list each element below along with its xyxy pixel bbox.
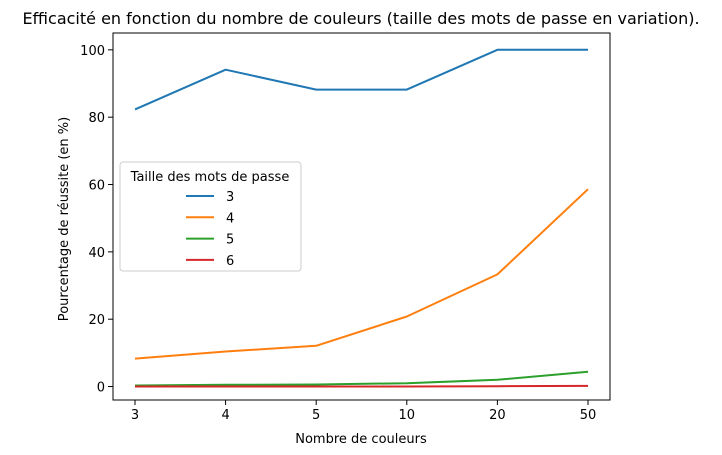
y-tick-label-20: 20	[88, 313, 105, 328]
x-tick-label-5: 5	[312, 408, 320, 423]
axes-layer: 3 4 5 10 20 50 0 20 40 60 80 100	[80, 32, 611, 423]
legend-label-4: 4	[226, 211, 234, 226]
x-tick-label-50: 50	[580, 408, 597, 423]
legend-label-3: 3	[226, 190, 234, 205]
y-tick-label-40: 40	[88, 246, 105, 261]
x-tick-label-3: 3	[131, 408, 139, 423]
y-tick-label-80: 80	[88, 111, 105, 126]
axes-frame	[112, 32, 611, 401]
x-tick-label-4: 4	[221, 408, 229, 423]
x-tick-label-10: 10	[399, 408, 416, 423]
y-tick-label-0: 0	[97, 381, 105, 396]
y-tick-label-60: 60	[88, 179, 105, 194]
series-line-3	[134, 48, 588, 111]
y-tick-label-100: 100	[80, 44, 105, 59]
series-line-6	[135, 384, 589, 388]
x-axis-label: Nombre de couleurs	[295, 432, 427, 447]
chart-title: Efficacité en fonction du nombre de coul…	[22, 9, 699, 28]
x-tick-label-20: 20	[489, 408, 506, 423]
legend-items: 3 4 5 6	[186, 190, 234, 269]
legend-label-5: 5	[226, 233, 234, 248]
series-layer	[134, 48, 589, 388]
legend: Taille des mots de passe 3 4 5 6	[119, 161, 302, 272]
y-axis-label: Pourcentage de réussite (en %)	[57, 117, 72, 321]
series-line-5	[134, 370, 589, 387]
legend-title: Taille des mots de passe	[130, 170, 290, 185]
series-line-4	[134, 188, 589, 360]
legend-label-6: 6	[226, 254, 234, 269]
